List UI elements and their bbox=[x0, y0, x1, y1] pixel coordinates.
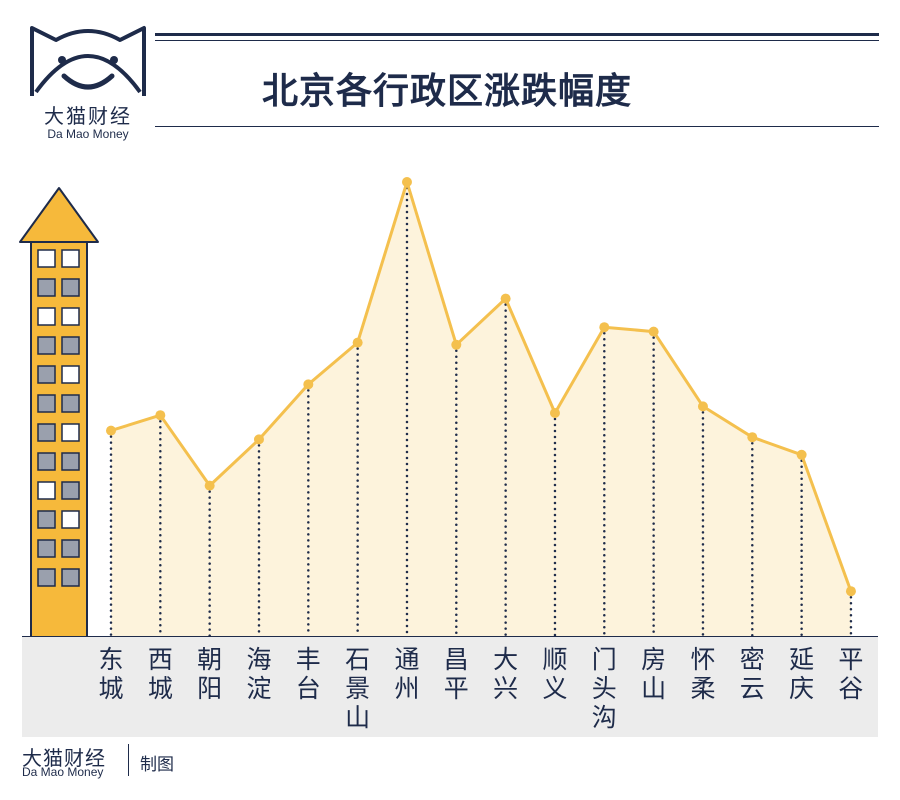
building-illustration bbox=[19, 187, 99, 639]
x-tick-label: 海淀 bbox=[246, 645, 272, 703]
footer-separator bbox=[128, 744, 129, 776]
chart-title: 北京各行政区涨跌幅度 bbox=[262, 70, 633, 112]
building-window bbox=[37, 423, 56, 442]
x-tick-label: 通州 bbox=[394, 645, 420, 703]
building-window bbox=[37, 539, 56, 558]
building-window bbox=[61, 336, 80, 355]
x-tick-label: 东城 bbox=[98, 645, 124, 703]
building-window bbox=[61, 278, 80, 297]
data-point bbox=[500, 293, 511, 304]
x-tick-label: 密云 bbox=[739, 645, 765, 703]
building-window bbox=[37, 278, 56, 297]
data-point bbox=[106, 425, 116, 436]
chart-plot bbox=[19, 177, 878, 639]
data-point bbox=[549, 408, 560, 418]
x-tick-label: 石景山 bbox=[345, 645, 371, 732]
building-window bbox=[37, 510, 56, 529]
data-point bbox=[697, 401, 708, 412]
x-tick-label: 怀柔 bbox=[690, 645, 716, 703]
data-point bbox=[204, 480, 215, 491]
x-tick-label: 西城 bbox=[147, 645, 173, 703]
x-tick-label: 门头沟 bbox=[591, 645, 617, 732]
building-window bbox=[61, 452, 80, 471]
title-rule-bottom bbox=[155, 126, 879, 127]
data-point bbox=[599, 322, 610, 333]
building-window bbox=[61, 394, 80, 413]
title-rule-top-thick bbox=[155, 33, 879, 36]
x-tick-label: 丰台 bbox=[295, 645, 321, 703]
cat-face-icon bbox=[30, 26, 146, 96]
building-window bbox=[37, 249, 56, 268]
building-window bbox=[37, 365, 56, 384]
data-point bbox=[253, 434, 264, 445]
x-tick-label: 延庆 bbox=[789, 645, 815, 703]
building-window bbox=[37, 336, 56, 355]
footer-credit: 制图 bbox=[140, 755, 174, 775]
building-window bbox=[61, 568, 80, 587]
title-rule-top-thin bbox=[155, 40, 879, 41]
data-point bbox=[352, 337, 363, 348]
brand-name-cn: 大猫财经 bbox=[44, 104, 132, 128]
building-window bbox=[61, 307, 80, 326]
x-tick-label: 顺义 bbox=[542, 645, 568, 703]
x-tick-label: 平谷 bbox=[838, 645, 864, 703]
x-tick-label: 房山 bbox=[641, 645, 667, 703]
building-window bbox=[61, 249, 80, 268]
building-window bbox=[61, 481, 80, 500]
x-tick-label: 昌平 bbox=[443, 645, 469, 703]
data-point bbox=[845, 586, 856, 597]
building-window bbox=[61, 365, 80, 384]
footer-brand-cn: 大猫财经 bbox=[22, 746, 106, 770]
building-window bbox=[37, 452, 56, 471]
brand-logo: 大猫财经 Da Mao Money bbox=[18, 14, 158, 144]
data-point bbox=[401, 177, 412, 187]
brand-name-en: Da Mao Money bbox=[47, 127, 129, 141]
data-point bbox=[155, 410, 166, 421]
building-window bbox=[37, 394, 56, 413]
category-band bbox=[22, 637, 878, 737]
footer-brand-en: Da Mao Money bbox=[22, 765, 104, 779]
data-point bbox=[796, 449, 807, 460]
area-fill bbox=[111, 182, 851, 637]
data-point bbox=[747, 432, 758, 443]
series-line bbox=[110, 180, 853, 592]
building-window bbox=[37, 568, 56, 587]
building-window bbox=[37, 307, 56, 326]
data-point bbox=[648, 326, 659, 337]
x-tick-label: 朝阳 bbox=[197, 645, 223, 703]
data-point bbox=[303, 379, 314, 390]
building-window bbox=[61, 423, 80, 442]
data-point bbox=[451, 339, 462, 350]
building-window bbox=[61, 539, 80, 558]
building-window bbox=[61, 510, 80, 529]
x-tick-label: 大兴 bbox=[493, 645, 519, 703]
building-window bbox=[37, 481, 56, 500]
